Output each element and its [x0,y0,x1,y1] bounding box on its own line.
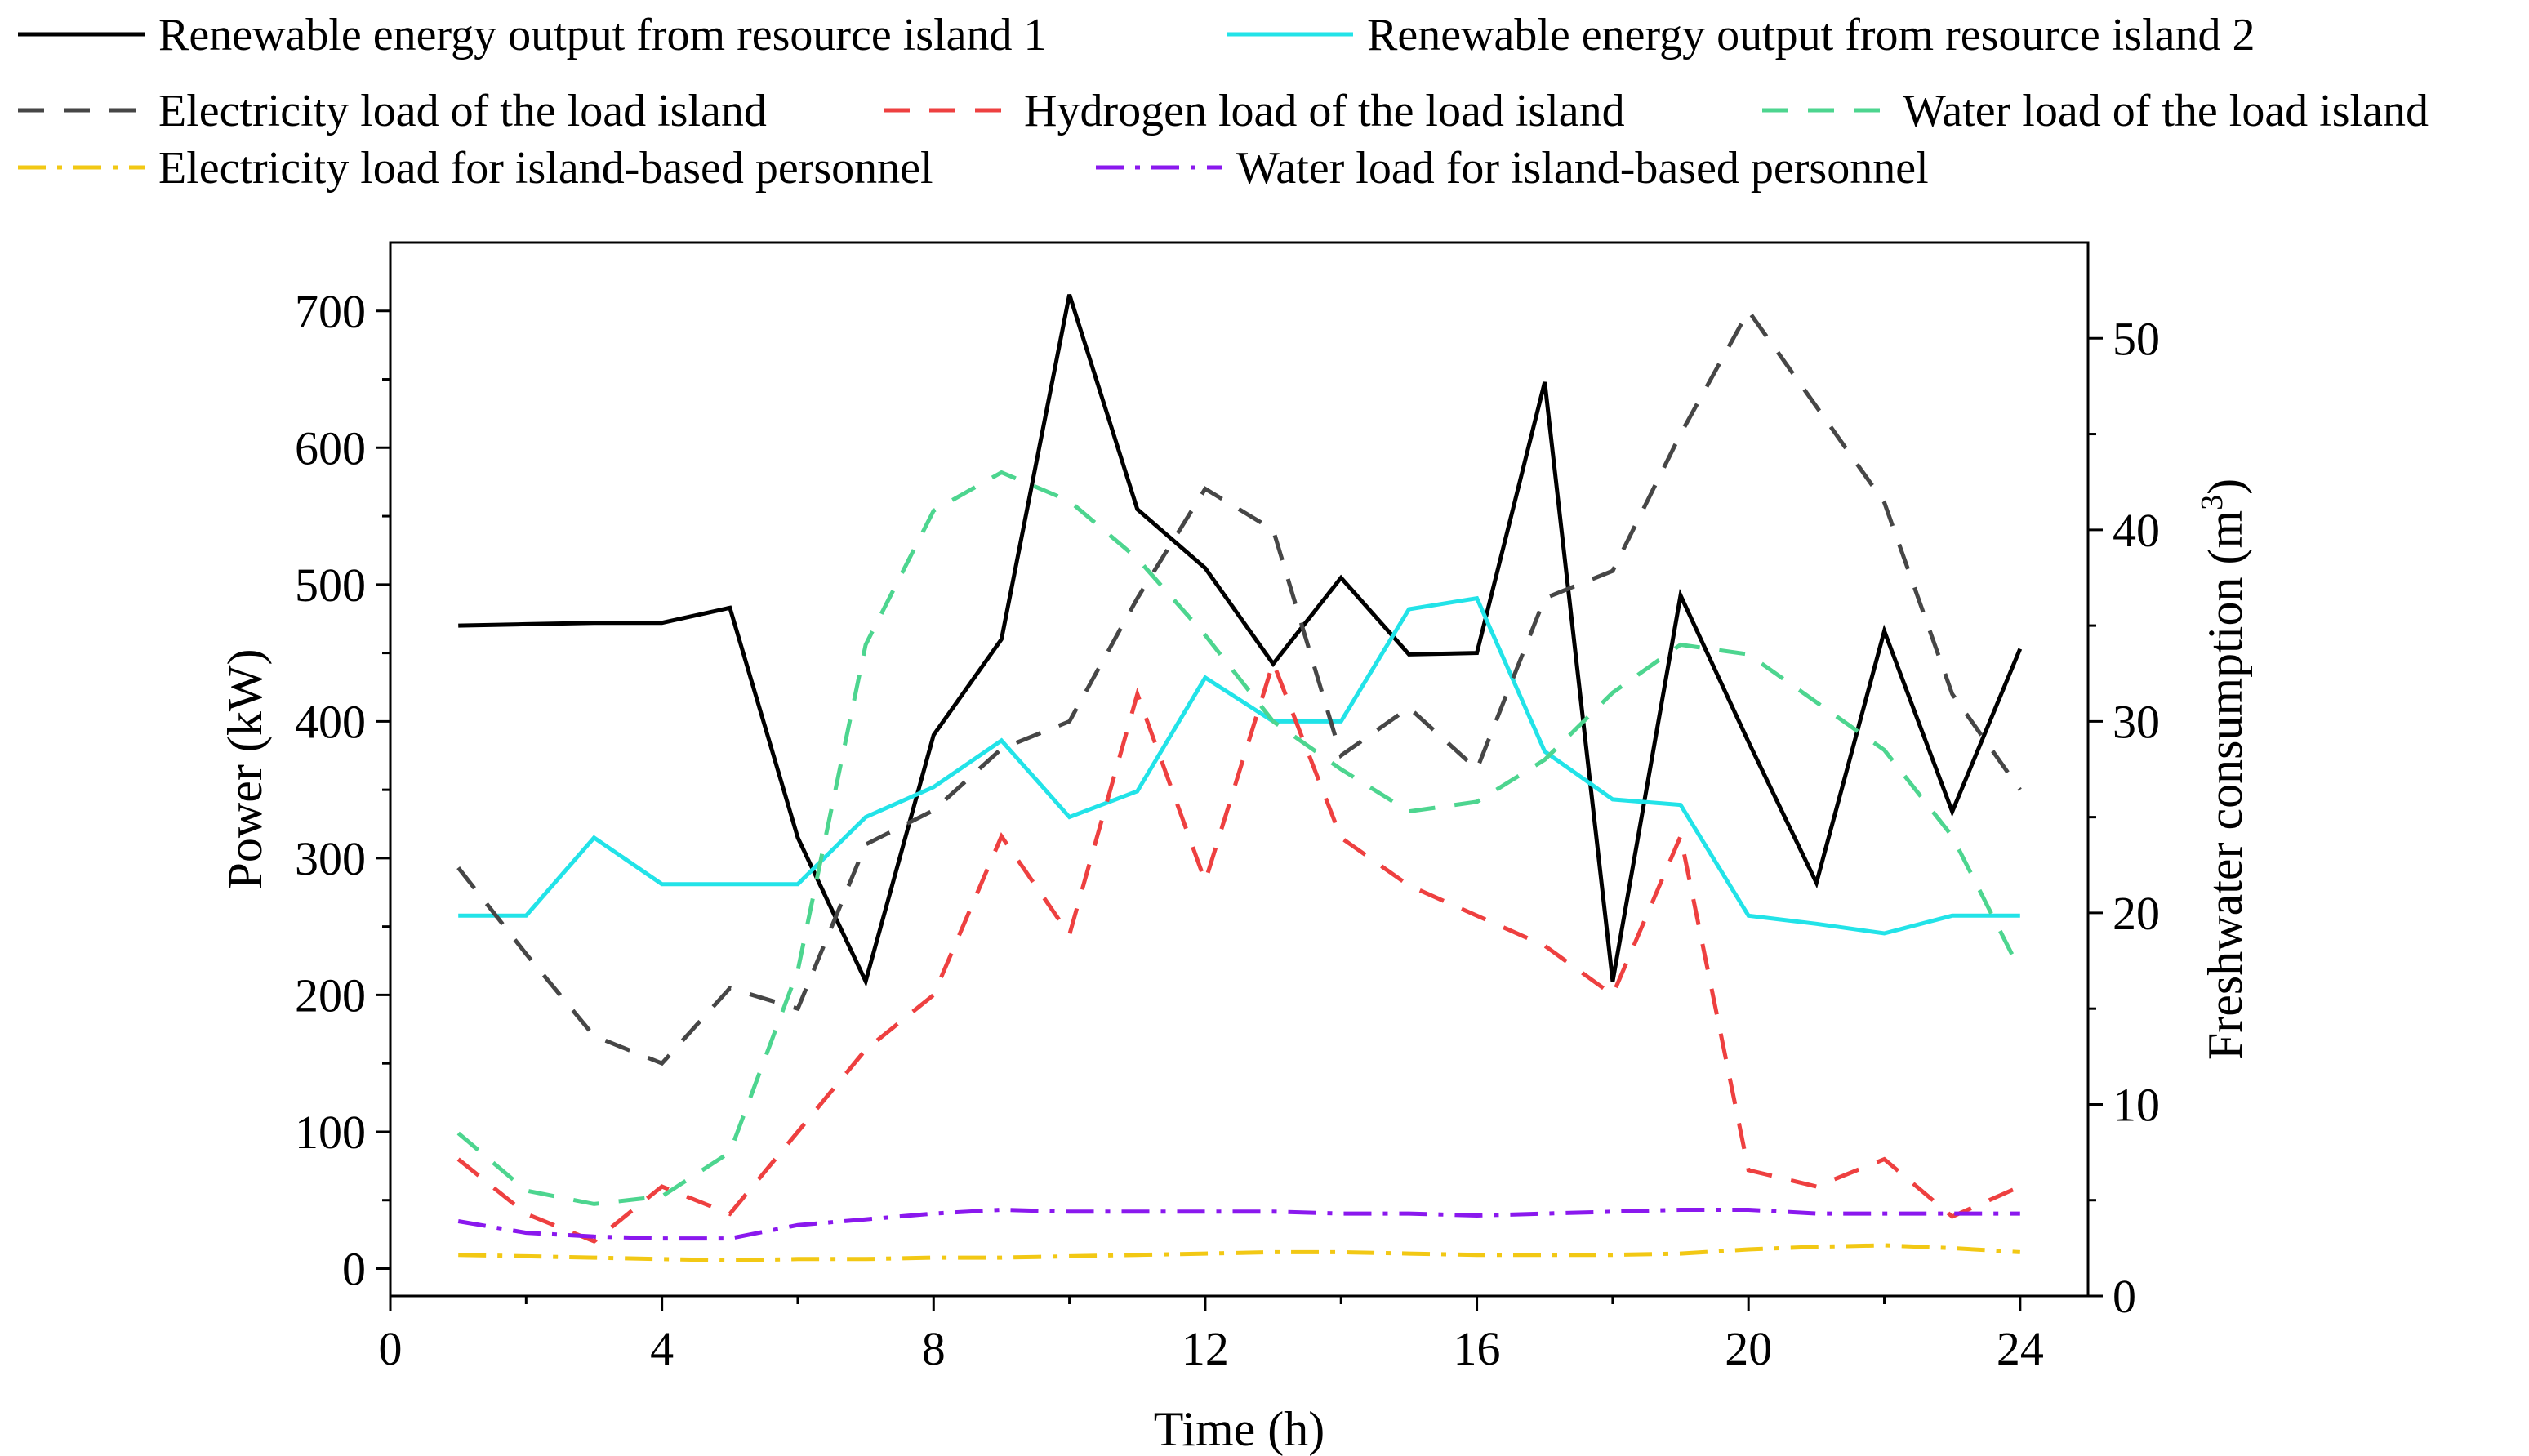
series-layer [456,293,2023,1262]
y2-tick-label: 20 [2113,887,2160,940]
y-tick-label: 300 [295,832,366,885]
series-line-1 [458,293,2023,987]
y-tick-label: 100 [295,1106,366,1159]
y-tick-label: 700 [295,285,366,338]
series-line-5 [456,470,2023,1206]
series-line-6 [458,1243,2020,1262]
y-tick-label: 200 [295,968,366,1022]
y-axis-left: 0 100 200 300 400 500 600 700 [295,285,390,1295]
y-tick-label: 500 [295,559,366,612]
legend-label-1: Renewable energy output from resource is… [158,10,1047,60]
x-tick-label: 4 [650,1322,674,1375]
y2-tick-label: 10 [2113,1078,2160,1131]
y-axis-right: 0 10 20 30 40 50 [2088,312,2160,1323]
y2-tick-label: 50 [2113,312,2160,365]
series-line-4 [456,656,2021,1244]
y2-tick-label: 40 [2113,504,2160,557]
series-line-2 [458,595,2020,936]
x-tick-label: 0 [379,1322,403,1375]
y2-axis-title-sup: 3 [2195,495,2229,510]
x-axis: 0 4 8 12 16 20 24 [379,1296,2044,1375]
series-line-7 [457,1207,2020,1241]
series-line-3 [456,307,2022,1066]
y-tick-label: 600 [295,421,366,474]
y2-tick-label: 30 [2113,695,2160,748]
y-tick-label: 400 [295,695,366,748]
y2-tick-label: 0 [2113,1270,2136,1323]
y2-axis-title-main: Freshwater consumption (m [2198,510,2252,1060]
plot-frame [389,241,2090,1298]
legend-label-3: Electricity load of the load island [158,86,767,136]
legend-label-5: Water load of the load island [1903,86,2429,136]
legend-label-4: Hydrogen load of the load island [1024,86,1625,136]
x-tick-label: 24 [1997,1322,2044,1375]
y2-axis-title: Freshwater consumption (m3) [2195,479,2252,1060]
legend: Renewable energy output from resource is… [18,10,2429,194]
legend-label-2: Renewable energy output from resource is… [1367,10,2255,60]
y2-axis-title-end: ) [2198,479,2252,495]
x-tick-label: 8 [922,1322,946,1375]
x-tick-label: 12 [1182,1322,1229,1375]
legend-label-6: Electricity load for island-based person… [158,143,933,194]
plot-area [389,241,2090,1298]
y-tick-label: 0 [342,1242,366,1295]
y-axis-title: Power (kW) [218,649,272,890]
legend-label-7: Water load for island-based personnel [1236,143,1929,194]
x-axis-title: Time (h) [1154,1402,1325,1456]
x-tick-label: 16 [1454,1322,1501,1375]
x-tick-label: 20 [1725,1322,1772,1375]
